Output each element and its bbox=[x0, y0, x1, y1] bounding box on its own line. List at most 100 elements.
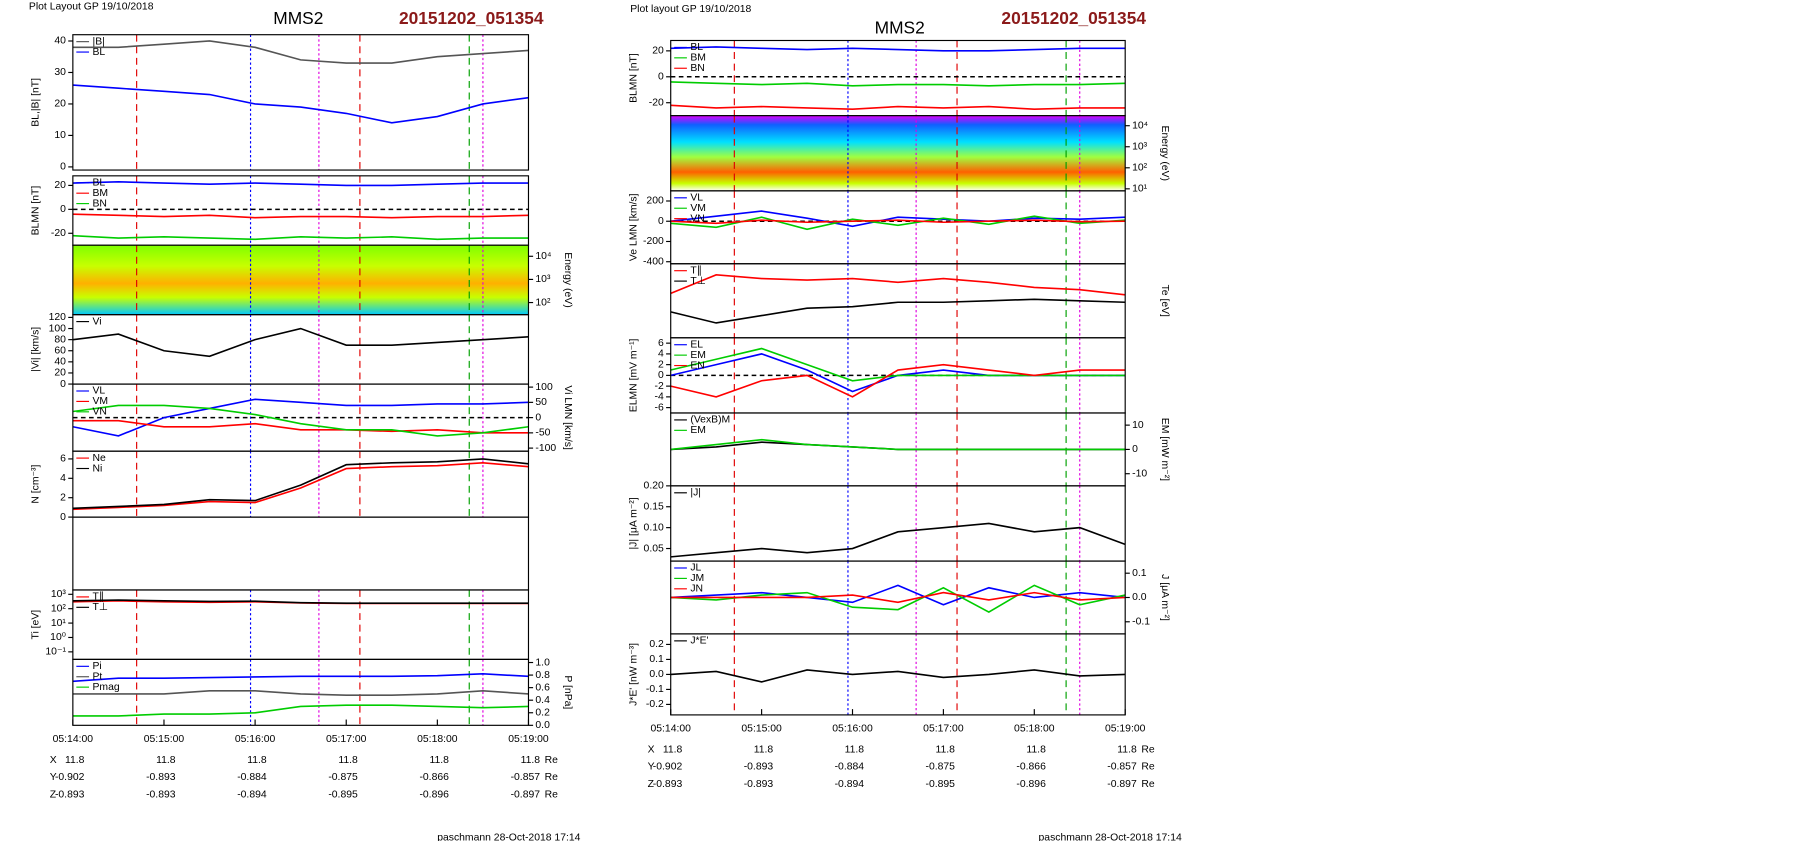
legend-label: Pi bbox=[93, 661, 102, 672]
y-tick-label: 100 bbox=[49, 323, 67, 334]
title: MMS2 bbox=[875, 17, 925, 37]
y-tick-label: 4 bbox=[60, 473, 66, 484]
x-tick-label: 05:14:00 bbox=[650, 724, 691, 735]
y-tick-label: 10⁻¹ bbox=[45, 647, 66, 658]
y-tick-label: 10⁰ bbox=[50, 632, 66, 643]
x-tick-label: 05:16:00 bbox=[235, 734, 276, 745]
series-line bbox=[670, 274, 1126, 296]
y-tick-label: -2 bbox=[655, 381, 664, 392]
x-tick-label: 05:17:00 bbox=[923, 724, 964, 735]
x-tick-label: 05:17:00 bbox=[326, 734, 367, 745]
series-line bbox=[72, 327, 529, 358]
series-line bbox=[72, 689, 529, 696]
legend-label: BM bbox=[93, 188, 109, 199]
ephem-value: 11.8 bbox=[1026, 744, 1046, 755]
y-tick-label: 0.4 bbox=[535, 695, 550, 706]
legend-label: BN bbox=[93, 198, 107, 209]
legend-label: Pt bbox=[93, 671, 103, 682]
y-tick-label: 20 bbox=[652, 46, 664, 57]
ephem-value: 11.8 bbox=[65, 755, 85, 766]
y-tick-label: 10⁴ bbox=[1132, 120, 1148, 131]
y-tick-label: 20 bbox=[54, 180, 66, 191]
y-tick-label: -4 bbox=[655, 392, 664, 403]
y-tick-label: 10⁴ bbox=[535, 251, 551, 262]
x-tick-label: 05:19:00 bbox=[1105, 724, 1146, 735]
x-tick-label: 05:18:00 bbox=[1014, 724, 1055, 735]
series-line bbox=[670, 522, 1126, 558]
ephem-value: 11.8 bbox=[338, 755, 358, 766]
y-tick-label: 0.2 bbox=[535, 708, 550, 719]
y-tick-label: 0 bbox=[1132, 444, 1138, 455]
y-axis-label: BLMN [nT] bbox=[628, 53, 639, 103]
ephem-value: -0.875 bbox=[925, 762, 955, 773]
legend-label: VM bbox=[93, 396, 109, 407]
series-line bbox=[670, 669, 1126, 683]
y-tick-label: 0.0 bbox=[535, 720, 550, 731]
legend-label: T⊥ bbox=[93, 602, 108, 613]
y-tick-label: -0.2 bbox=[646, 699, 664, 710]
ephem-value: 11.8 bbox=[845, 744, 865, 755]
ephem-value: -0.866 bbox=[419, 772, 449, 783]
legend-label: Vi bbox=[93, 316, 102, 327]
y-axis-label: |Vi| [km/s] bbox=[31, 327, 42, 372]
y-tick-label: 0 bbox=[535, 412, 541, 423]
y-tick-label: -0.1 bbox=[646, 684, 664, 695]
y-tick-label: 6 bbox=[60, 454, 66, 465]
y-tick-label: -20 bbox=[51, 228, 66, 239]
series-line bbox=[72, 404, 529, 437]
panel-frame bbox=[72, 658, 530, 726]
ephem-value: -0.866 bbox=[1016, 762, 1046, 773]
header: Plot layout GP 19/10/2018 bbox=[630, 4, 751, 15]
ephem-value: 11.8 bbox=[936, 744, 956, 755]
ephem-unit: Re bbox=[1141, 744, 1155, 755]
y-tick-label: -100 bbox=[535, 443, 556, 454]
series-line bbox=[72, 181, 529, 187]
series-line bbox=[670, 298, 1126, 324]
series-line bbox=[670, 81, 1126, 87]
series-line bbox=[670, 46, 1126, 52]
footer: paschmann 28-Oct-2018 17:14 bbox=[1039, 832, 1182, 841]
legend-label: BM bbox=[690, 53, 706, 64]
ephem-value: -0.897 bbox=[511, 789, 541, 800]
y-tick-label: -200 bbox=[643, 236, 664, 247]
ephem-value: 11.8 bbox=[663, 744, 683, 755]
ephem-value: -0.902 bbox=[653, 762, 683, 773]
ephem-value: -0.894 bbox=[237, 789, 267, 800]
y-tick-label: 0 bbox=[658, 72, 664, 83]
ephem-value: -0.897 bbox=[1107, 779, 1137, 790]
legend-label: BL bbox=[690, 42, 703, 53]
ephem-unit: Re bbox=[545, 772, 559, 783]
event-id: 20151202_051354 bbox=[1001, 8, 1146, 28]
y-tick-label: 50 bbox=[535, 397, 547, 408]
y-axis-label: Te [eV] bbox=[1159, 285, 1170, 317]
ephem-value: 11.8 bbox=[1117, 744, 1137, 755]
series-line bbox=[72, 599, 529, 605]
series-line bbox=[72, 704, 529, 717]
ephem-value: -0.893 bbox=[146, 789, 176, 800]
y-tick-label: 10² bbox=[51, 603, 67, 614]
y-tick-label: 0.0 bbox=[1132, 592, 1147, 603]
y-tick-label: 0.1 bbox=[1132, 568, 1147, 579]
spectrogram bbox=[72, 245, 529, 315]
legend-label: VN bbox=[93, 407, 107, 418]
legend-label: |B| bbox=[93, 36, 105, 47]
legend-label: BL bbox=[93, 178, 106, 189]
ephem-label: Y bbox=[648, 762, 655, 773]
legend-label: EL bbox=[690, 339, 703, 350]
y-tick-label: 10 bbox=[1132, 420, 1144, 431]
y-tick-label: 10² bbox=[535, 297, 551, 308]
y-tick-label: -6 bbox=[655, 402, 664, 413]
y-tick-label: 40 bbox=[54, 357, 66, 368]
ephem-value: -0.902 bbox=[55, 772, 85, 783]
x-tick-label: 05:14:00 bbox=[53, 734, 94, 745]
series-line bbox=[72, 673, 529, 683]
y-axis-label: |J| [μA m⁻²] bbox=[628, 497, 639, 549]
ephem-value: 11.8 bbox=[156, 755, 176, 766]
legend-label: T∥ bbox=[690, 265, 702, 276]
legend-label: VL bbox=[690, 193, 703, 204]
series-line bbox=[72, 213, 529, 219]
ephem-value: -0.875 bbox=[328, 772, 358, 783]
y-tick-label: -0.1 bbox=[1132, 617, 1150, 628]
series-line bbox=[670, 104, 1126, 111]
